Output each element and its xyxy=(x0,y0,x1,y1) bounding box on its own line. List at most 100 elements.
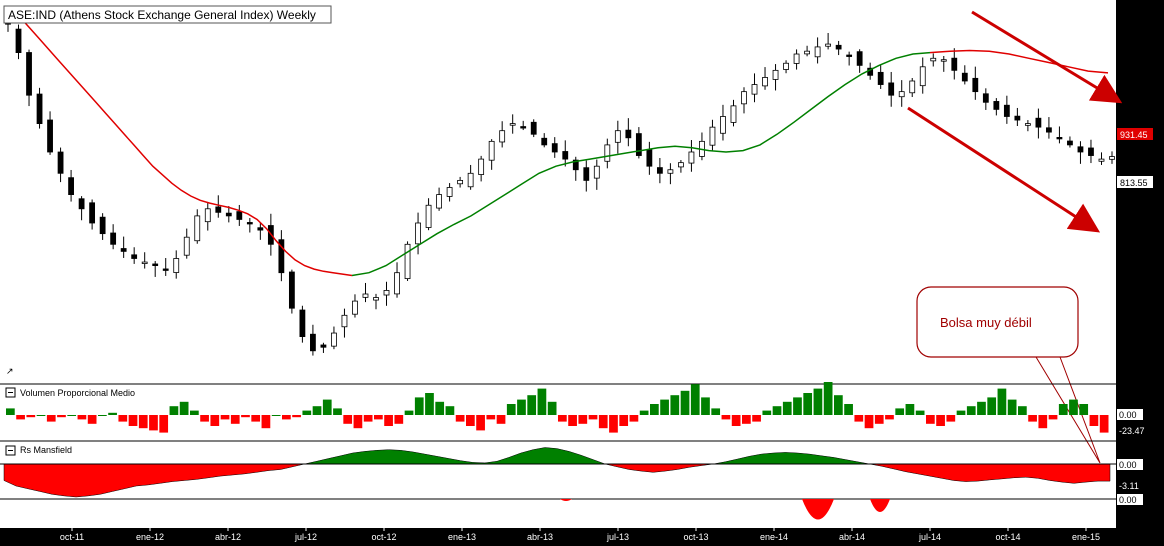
candle-body xyxy=(162,268,169,271)
volume-bar xyxy=(261,415,271,429)
volume-bar xyxy=(568,415,577,426)
candle-body xyxy=(762,77,768,87)
volume-bar xyxy=(987,397,997,415)
candle-body xyxy=(551,143,558,153)
volume-bar xyxy=(496,415,506,424)
candle-body xyxy=(183,236,190,256)
x-tick-label: oct-14 xyxy=(995,532,1020,542)
red-ma-price-label: 931.45 xyxy=(1120,130,1148,140)
chart-title: ASE:IND (Athens Stock Exchange General I… xyxy=(8,8,316,22)
candle-body xyxy=(667,169,674,174)
candle-body xyxy=(499,130,506,143)
volume-bar xyxy=(435,401,445,415)
volume-bar xyxy=(926,415,935,424)
candle-body xyxy=(488,140,495,161)
volume-bar xyxy=(1018,406,1027,415)
volume-bar xyxy=(282,415,291,420)
volume-bars-group xyxy=(6,382,1109,433)
red-moving-average-tail-line xyxy=(929,49,1109,74)
volume-bar xyxy=(414,397,424,415)
x-axis-ticks-group: oct-11 ene-12 abr-12 jul-12 oct-12 ene-13 abr-… xyxy=(60,528,1100,542)
mansfield-dip-medium xyxy=(870,499,890,512)
candle-body xyxy=(741,91,747,105)
candle-body xyxy=(89,202,96,224)
volume-bar xyxy=(752,415,761,422)
x-tick-label: abr-14 xyxy=(839,532,865,542)
candle-body xyxy=(709,126,716,146)
volume-bar xyxy=(966,406,976,415)
candle-body xyxy=(593,165,600,179)
x-tick-label: abr-13 xyxy=(527,532,553,542)
volume-bar xyxy=(680,390,690,415)
x-tick-label: ene-15 xyxy=(1072,532,1100,542)
candle-body xyxy=(299,309,306,338)
x-tick-label: jul-14 xyxy=(918,532,941,542)
candle-body xyxy=(141,261,148,264)
candle-body xyxy=(688,151,695,164)
volume-bar xyxy=(128,415,138,426)
candle-body xyxy=(940,59,947,62)
mansfield-lower-zero-box xyxy=(1117,494,1143,505)
candle-body xyxy=(1088,147,1094,156)
volume-bar xyxy=(1058,404,1068,415)
volume-bar xyxy=(292,415,301,418)
volume-bar xyxy=(149,415,158,431)
candle-body xyxy=(68,177,74,196)
candle-body xyxy=(772,69,779,80)
volume-bar xyxy=(670,395,680,415)
candle-body xyxy=(373,297,379,301)
volume-bar xyxy=(343,415,353,424)
candle-body xyxy=(530,121,537,135)
candle-body xyxy=(152,263,159,266)
candle-body xyxy=(1024,123,1031,126)
candle-body xyxy=(257,227,264,231)
volume-bar xyxy=(517,399,526,415)
candle-body xyxy=(730,105,737,123)
volume-bar xyxy=(302,410,312,415)
title-box xyxy=(3,5,332,24)
volume-bar xyxy=(578,415,588,424)
candle-body xyxy=(478,158,485,175)
volume-bar xyxy=(1007,399,1017,415)
candle-body xyxy=(509,123,516,126)
candle-body xyxy=(604,144,611,162)
volume-bar xyxy=(793,397,802,415)
candle-body xyxy=(541,137,548,146)
volume-bar xyxy=(394,415,404,424)
candle-body xyxy=(1035,117,1042,128)
candle-body xyxy=(36,93,43,124)
candle-body xyxy=(1003,104,1010,117)
candle-body xyxy=(415,222,421,245)
candle-body xyxy=(26,52,32,96)
volume-bar xyxy=(782,401,792,415)
candle-body xyxy=(225,212,232,217)
right-price-axis xyxy=(1116,0,1164,546)
callout-box xyxy=(916,286,1079,358)
volume-bar xyxy=(997,388,1007,415)
volume-bar xyxy=(1028,415,1037,422)
mansfield-lower-dips-group xyxy=(560,499,890,520)
volume-bar xyxy=(537,388,547,415)
volume-bar xyxy=(322,399,332,415)
volume-bar xyxy=(1089,415,1099,426)
candle-body xyxy=(341,314,348,328)
volume-bar xyxy=(701,397,710,415)
volume-bar xyxy=(230,415,240,424)
candle-body xyxy=(383,290,390,296)
volume-bar xyxy=(98,415,107,416)
volume-zero-label: 0.00 xyxy=(1119,410,1137,420)
candle-body xyxy=(1067,140,1073,146)
volume-panel-title: Volumen Proporcional Medio xyxy=(20,388,135,398)
volume-bar xyxy=(660,399,669,415)
volume-bar xyxy=(1048,415,1058,420)
mansfield-area-group xyxy=(0,447,1116,498)
volume-bar xyxy=(384,415,393,426)
candle-body xyxy=(173,258,180,273)
volume-bar xyxy=(138,415,148,429)
candle-body xyxy=(751,84,758,95)
red-moving-average-line xyxy=(19,16,353,277)
candle-body xyxy=(194,215,201,242)
volume-bar xyxy=(455,415,465,422)
volume-bar xyxy=(476,415,485,431)
candle-body xyxy=(972,77,979,93)
